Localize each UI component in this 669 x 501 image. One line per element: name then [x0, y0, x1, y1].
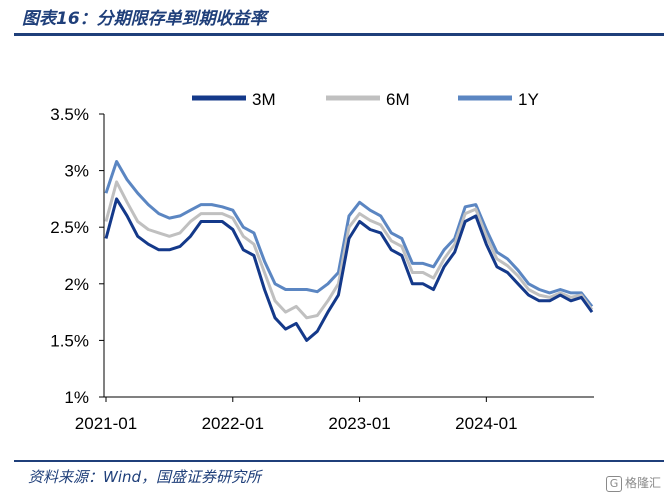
legend-label: 6M — [386, 90, 410, 109]
source-note: 资料来源：Wind，国盛证券研究所 — [28, 468, 262, 486]
chart-title: 图表16：分期限存单到期收益率 — [22, 9, 267, 29]
legend: 3M 6M 1Y — [192, 90, 539, 109]
legend-label: 1Y — [518, 90, 539, 109]
x-tick-label: 2023-01 — [328, 414, 390, 433]
series-lines — [104, 160, 594, 342]
line-chart: 1% 1.5% 2% 2.5% 3% 3.5% 2021-01 2022-01 2023-01… — [50, 90, 594, 433]
legend-item-1y: 1Y — [458, 90, 539, 109]
title-rule — [14, 33, 664, 36]
x-tick-label: 2024-01 — [455, 414, 517, 433]
legend-label: 3M — [252, 90, 276, 109]
y-tick-label: 1.5% — [50, 331, 89, 350]
legend-item-6m: 6M — [326, 90, 410, 109]
y-tick-label: 1% — [64, 388, 89, 407]
series-line-3m — [104, 197, 594, 342]
y-tick-label: 3% — [64, 162, 89, 181]
y-tick-label: 3.5% — [50, 105, 89, 124]
legend-item-3m: 3M — [192, 90, 276, 109]
watermark: G 格隆汇 — [605, 474, 661, 492]
footer-rule — [14, 460, 664, 462]
x-axis: 2021-01 2022-01 2023-01 2024-01 — [75, 396, 594, 433]
watermark-logo-icon: G — [605, 475, 622, 492]
y-axis: 1% 1.5% 2% 2.5% 3% 3.5% — [50, 105, 105, 407]
x-tick-label: 2022-01 — [202, 414, 264, 433]
y-tick-label: 2% — [64, 275, 89, 294]
series-line-6m — [104, 180, 594, 320]
watermark-text: 格隆汇 — [624, 476, 661, 490]
x-tick-label: 2021-01 — [75, 414, 137, 433]
y-tick-label: 2.5% — [50, 218, 89, 237]
series-line-1y — [104, 160, 594, 308]
